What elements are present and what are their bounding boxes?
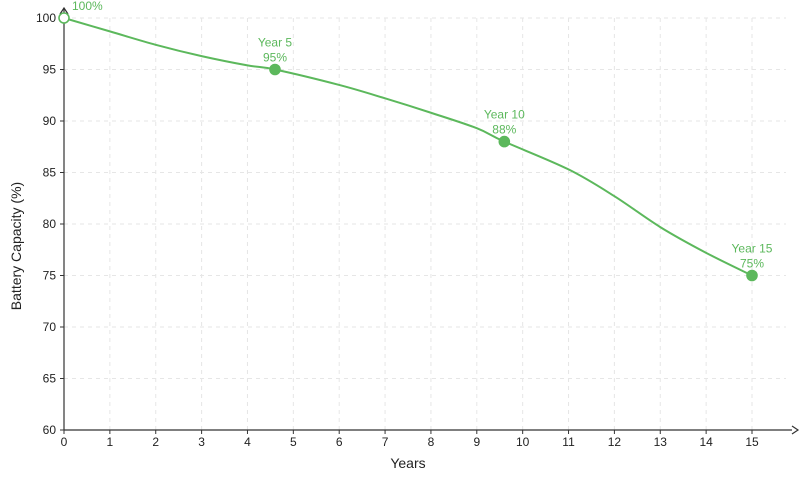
y-tick-label: 70 bbox=[43, 320, 57, 334]
x-tick-label: 13 bbox=[654, 435, 668, 449]
axes bbox=[59, 6, 800, 435]
x-tick-label: 4 bbox=[244, 435, 251, 449]
annotation-value: 100% bbox=[72, 0, 103, 13]
x-tick-label: 7 bbox=[382, 435, 389, 449]
y-tick-label: 90 bbox=[43, 114, 57, 128]
y-tick-label: 80 bbox=[43, 217, 57, 231]
x-tick-label: 14 bbox=[699, 435, 713, 449]
annotation-value: 88% bbox=[492, 123, 516, 137]
y-tick-label: 100 bbox=[36, 11, 56, 25]
x-tick-label: 5 bbox=[290, 435, 297, 449]
x-tick-label: 6 bbox=[336, 435, 343, 449]
x-tick-label: 8 bbox=[428, 435, 435, 449]
markers bbox=[58, 12, 758, 282]
x-tick-label: 2 bbox=[152, 435, 159, 449]
data-point-marker bbox=[746, 269, 758, 282]
annotation-year: Year 10 bbox=[484, 108, 525, 122]
y-tick-label: 75 bbox=[43, 269, 57, 283]
x-axis-arrow bbox=[791, 425, 800, 435]
data-point-marker bbox=[269, 63, 281, 76]
y-tick-label: 95 bbox=[43, 63, 57, 77]
y-tick-label: 85 bbox=[43, 166, 57, 180]
y-axis-title: Battery Capacity (%) bbox=[8, 182, 24, 310]
grid bbox=[64, 17, 786, 430]
annotation-year: Year 15 bbox=[732, 242, 773, 256]
x-tick-label: 11 bbox=[562, 435, 575, 449]
x-axis-title: Years bbox=[390, 455, 425, 471]
x-tick-label: 9 bbox=[473, 435, 480, 449]
x-tick-label: 3 bbox=[198, 435, 205, 449]
y-tick-label: 65 bbox=[43, 372, 57, 386]
x-tick-label: 15 bbox=[745, 435, 759, 449]
annotation-value: 75% bbox=[740, 257, 764, 271]
x-tick-label: 1 bbox=[107, 435, 114, 449]
y-tick-label: 60 bbox=[43, 423, 57, 437]
x-tick-label: 0 bbox=[61, 435, 68, 449]
tick-labels: 0 1 2 3 4 5 6 7 8 9 10 11 12 13 14 15606570758085909510… bbox=[36, 11, 759, 449]
data-point-marker bbox=[58, 12, 70, 24]
x-tick-label: 10 bbox=[516, 435, 530, 449]
annotation-value: 95% bbox=[263, 51, 287, 65]
data-point-marker bbox=[498, 135, 511, 148]
y-axis-arrow bbox=[59, 6, 69, 15]
series-line bbox=[63, 17, 753, 277]
annotation-year: Year 5 bbox=[258, 36, 293, 50]
x-tick-label: 12 bbox=[608, 435, 622, 449]
